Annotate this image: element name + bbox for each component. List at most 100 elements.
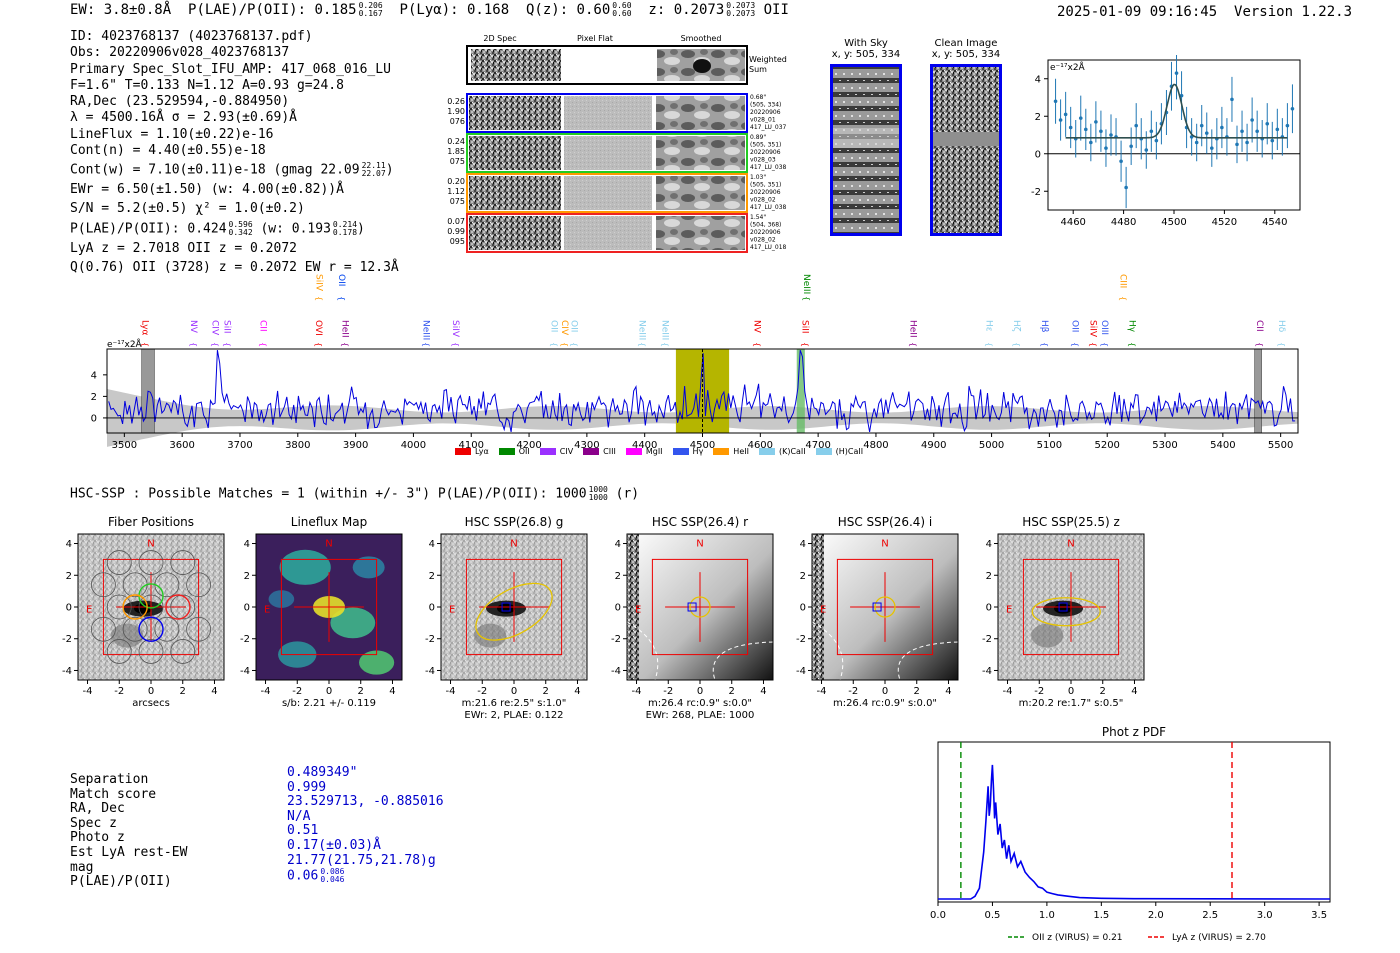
fiber-circle [170, 550, 196, 575]
zoom-data-point [1194, 140, 1199, 145]
with-sky-title: With Sky [844, 38, 888, 49]
panel-x-tick-label: 2 [729, 686, 735, 697]
match-value-specz: N/A [287, 808, 311, 824]
panel-yellow-circle [689, 596, 711, 618]
zoom-data-point [1053, 99, 1058, 104]
fiber-circle [90, 616, 116, 642]
match-value-lya-ew: 0.17(±0.03)Å [287, 837, 381, 853]
zoom-data-point [1129, 144, 1133, 149]
cutout-row-right-label: (505, 351) [750, 142, 781, 149]
legend-item: Lyα [455, 447, 489, 456]
panel-north-label: N [510, 539, 517, 550]
cutout-row-left-label: 0.26 [447, 97, 465, 106]
panel-x-tick-label: -2 [1034, 686, 1044, 697]
line-label-0: Lyα [139, 320, 149, 336]
line-label-bracket: { [337, 296, 346, 301]
panel-x-tick-label: 0 [326, 686, 332, 697]
panel-caption-2: EWr: 2, PLAE: 0.122 [464, 710, 563, 721]
info-plae-hi: 0.596 [228, 219, 253, 229]
cutout-row-pixelflat [564, 96, 652, 130]
legend-label: (K)CaII [778, 447, 806, 456]
info-contn: Cont(n) = 4.40(±0.55)e-18 [70, 143, 266, 159]
legend-swatch [539, 448, 556, 455]
legend-label: CIII [603, 447, 616, 456]
panel-dashed-ellipse [712, 641, 774, 681]
line-label-bracket: { [340, 342, 349, 347]
legend-label: HeII [733, 447, 749, 456]
fiber-circle-orange [122, 594, 148, 620]
panel-red-box [836, 558, 934, 656]
full-x-tick-label: 5000 [979, 440, 1004, 451]
line-label-bracket: { [1089, 342, 1098, 347]
panel-y-tick-label: -2 [982, 634, 992, 645]
line-label-bracket: { [753, 342, 762, 347]
line-label-bracket: { [909, 342, 918, 347]
panel-y-tick-label: 2 [66, 571, 72, 582]
zoom-data-point [1255, 129, 1259, 134]
legend-swatch [713, 448, 730, 455]
full-x-tick-label: 4500 [690, 440, 715, 451]
zoom-y-tick-label: 4 [1035, 74, 1041, 85]
cutout-row-right-label: 20220906 [750, 149, 781, 156]
line-label-4: CII [257, 320, 267, 332]
cutout-row-gap [561, 135, 564, 171]
match-values: 0.489349" 0.999 23.529713, -0.885016 N/A… [287, 765, 444, 884]
imaging-panel: HSC SSP(26.4) r N E -4 -4 -2 -2 0 0 2 2 4 4 m:26.4 rc… [611, 515, 774, 721]
line-label-12: CIV [559, 320, 569, 336]
panel-x-tick-label: -2 [477, 686, 487, 697]
full-x-tick-label: 4400 [632, 440, 657, 451]
line-label-20: Hε [983, 320, 993, 332]
cutout-row-left-label: 076 [450, 117, 465, 126]
match-label-radec: RA, Dec [70, 801, 125, 817]
panel-yellow-ellipse [1031, 597, 1101, 627]
legend-swatch [815, 448, 832, 455]
cutout-row-2dspec [469, 136, 561, 170]
panel-x-tick-label: -2 [114, 686, 124, 697]
panel-x-tick-label: 0 [1068, 686, 1074, 697]
full-x-tick-label: 3600 [169, 440, 194, 451]
info-fit: F=1.6" T=0.133 N=1.12 A=0.93 g=24.8 [70, 77, 344, 93]
cutout-header-2dspec: 2D Spec [483, 34, 516, 43]
hsc-matches-title: HSC-SSP : Possible Matches = 1 (within +… [70, 486, 639, 502]
panel-east-label: E [449, 605, 455, 616]
clean-image-xy: x, y: 505, 334 [931, 49, 1001, 60]
full-x-tick-label: 3800 [285, 440, 310, 451]
panel-y-tick-label: 4 [615, 539, 621, 550]
fiber-circle-blue [138, 616, 164, 642]
panel-y-tick-label: -4 [611, 666, 621, 677]
panel-y-tick-label: -2 [425, 634, 435, 645]
line-label-15: NeIII [660, 320, 670, 340]
zoom-data-point [1099, 129, 1103, 134]
zoom-data-point [1134, 123, 1138, 128]
header-plae: P(LAE)/P(OII): 0.185 [188, 2, 357, 18]
cutout-row-right-label: 417_LU_037 [750, 124, 787, 131]
fiber-circle [106, 594, 132, 620]
full-x-tick-label: 4000 [401, 440, 426, 451]
fiber-circle-red [165, 594, 191, 620]
cutout-row-gap [652, 135, 656, 171]
info-plae: P(LAE)/P(OII): 0.424 [70, 221, 227, 237]
panel-y-tick-label: 0 [244, 603, 250, 614]
legend-item: CIV [539, 447, 573, 456]
cutout-row-left-label: 0.99 [447, 227, 465, 236]
cutout-row-right-label: (505, 351) [750, 182, 781, 189]
panel-y-tick-label: -2 [796, 634, 806, 645]
line-label-3: SiII [221, 320, 231, 334]
line-label-6: OVI [313, 320, 323, 336]
imaging-panel: HSC SSP(26.8) g N E -4 -4 -2 -2 0 0 2 2 4 4 m:21.6 re… [425, 515, 588, 721]
line-label-27: Hγ [1126, 320, 1136, 333]
weighted-sum-label-1: Weighted [749, 55, 787, 64]
panel-caption: m:21.6 re:2.5" s:1.0" [462, 698, 567, 709]
cutout-row-left-label: 075 [450, 197, 465, 206]
imaging-panel: Fiber Positions N E -4 -4 -2 -2 0 0 2 2 4 4 arcsecs [62, 515, 225, 709]
clean-image-title: Clean Image [934, 38, 998, 49]
panel-caption: arcsecs [132, 698, 170, 709]
panel-y-tick-label: -2 [62, 634, 72, 645]
panel-x-tick-label: 0 [697, 686, 703, 697]
panel-blue-square [872, 602, 882, 612]
panel-east-label: E [820, 605, 826, 616]
fiber-circle [106, 639, 132, 664]
match-value-plae: 0.06 [287, 868, 319, 884]
imaging-panel: HSC SSP(26.4) i N E -4 -4 -2 -2 0 0 2 2 4 4 m:26.4 rc… [796, 515, 959, 709]
full-x-tick-label: 4900 [921, 440, 946, 451]
